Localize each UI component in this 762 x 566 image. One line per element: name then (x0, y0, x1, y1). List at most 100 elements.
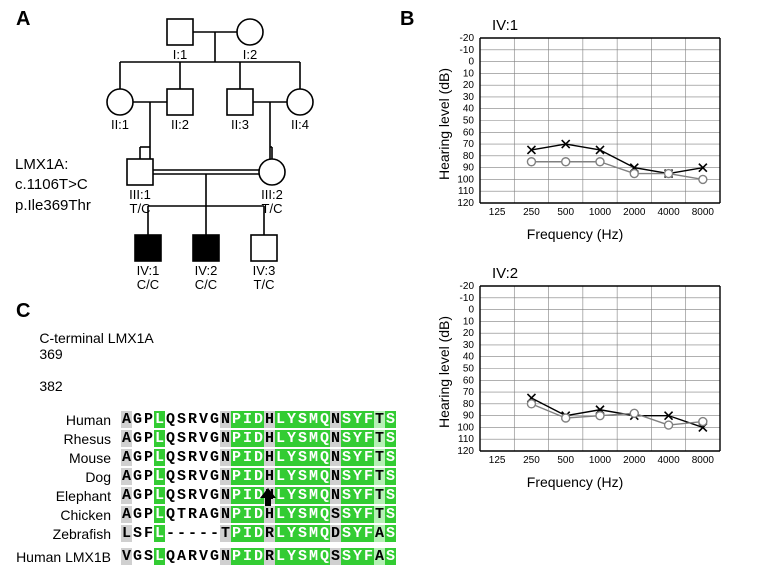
alignment-residue: T (374, 468, 385, 485)
svg-text:500: 500 (557, 207, 574, 218)
alignment-residue: S (385, 430, 396, 447)
alignment-residue: V (198, 411, 209, 428)
alignment-residue: N (330, 487, 341, 504)
alignment-residue: T (176, 506, 187, 523)
alignment-residue: L (154, 548, 165, 565)
svg-text:8000: 8000 (692, 455, 715, 466)
alignment-residue: N (330, 430, 341, 447)
pedigree-genotype: T/C (254, 277, 275, 292)
alignment-residue: N (220, 468, 231, 485)
alignment-row: ElephantAGPLQSRVGNPIDHLYSMQNSYFTS (16, 486, 396, 505)
alignment-residue: Q (319, 411, 330, 428)
alignment-sequence: AGPLQSRVGNPIDHLYSMQNSYFTS (121, 411, 396, 428)
pedigree-genotype: C/C (195, 277, 217, 292)
alignment-residue: G (209, 411, 220, 428)
audiogram-svg: -20-100102030405060708090100110120125250… (452, 34, 726, 225)
alignment-residue: N (220, 548, 231, 565)
pedigree-node-label: IV:3 (253, 263, 276, 278)
alignment-residue: S (176, 468, 187, 485)
alignment-residue: F (363, 487, 374, 504)
pedigree-node-label: II:3 (231, 117, 249, 132)
alignment-residue: R (187, 411, 198, 428)
svg-text:0: 0 (468, 57, 474, 68)
pedigree-node (193, 235, 219, 261)
alignment-residue: R (187, 430, 198, 447)
alignment-residue: G (132, 468, 143, 485)
pedigree-node-label: IV:1 (137, 263, 160, 278)
alignment-residue: P (231, 449, 242, 466)
alignment-residue: N (220, 487, 231, 504)
alignment-residue: M (308, 506, 319, 523)
alignment-residue: P (231, 506, 242, 523)
alignment-species-label: Chicken (16, 507, 121, 523)
alignment-residue: F (363, 430, 374, 447)
pedigree-node (287, 89, 313, 115)
alignment-residue: P (231, 548, 242, 565)
alignment-residue: Q (165, 449, 176, 466)
panel-label-a: A (16, 8, 30, 31)
pedigree-node-label: III:1 (129, 187, 151, 202)
alignment-residue: A (121, 430, 132, 447)
svg-text:120: 120 (457, 446, 474, 457)
svg-text:4000: 4000 (657, 455, 680, 466)
audiogram-iv1: IV:1 Hearing level (dB) Frequency (Hz) -… (420, 20, 730, 240)
svg-text:250: 250 (523, 207, 540, 218)
audiogram-xlabel: Frequency (Hz) (420, 226, 730, 242)
alignment-residue: H (264, 411, 275, 428)
svg-text:70: 70 (463, 139, 475, 150)
alignment-residue: L (275, 487, 286, 504)
alignment-residue: L (154, 430, 165, 447)
alignment-residue: Y (352, 411, 363, 428)
alignment-residue: D (253, 430, 264, 447)
alignment-residue: L (275, 506, 286, 523)
pedigree-node (259, 159, 285, 185)
alignment-residue: A (121, 411, 132, 428)
svg-text:20: 20 (463, 80, 475, 91)
alignment-residue: L (154, 506, 165, 523)
alignment-residue: S (385, 468, 396, 485)
alignment-row: DogAGPLQSRVGNPIDHLYSMQNSYFTS (16, 467, 396, 486)
svg-text:60: 60 (463, 375, 475, 386)
alignment-residue: Q (319, 430, 330, 447)
pedigree-node-label: III:2 (261, 187, 283, 202)
alignment-residue: V (198, 487, 209, 504)
alignment-residue: I (242, 411, 253, 428)
svg-text:100: 100 (457, 174, 474, 185)
alignment-row: ChickenAGPLQTRAGNPIDHLYSMQSSYFTS (16, 505, 396, 524)
svg-text:30: 30 (463, 92, 475, 103)
alignment-species-label: Rhesus (16, 431, 121, 447)
alignment-residue: S (297, 487, 308, 504)
svg-text:50: 50 (463, 364, 475, 375)
alignment-residue: T (374, 411, 385, 428)
alignment-residue: S (176, 411, 187, 428)
alignment-residue: S (385, 548, 396, 565)
alignment-residue: S (297, 411, 308, 428)
alignment-residue: M (308, 449, 319, 466)
alignment-row: HumanAGPLQSRVGNPIDHLYSMQNSYFTS (16, 410, 396, 429)
alignment-residue: D (253, 468, 264, 485)
audiogram-iv2-title: IV:2 (492, 265, 518, 282)
alignment-residue: G (209, 506, 220, 523)
alignment-residue: Y (352, 449, 363, 466)
svg-text:100: 100 (457, 422, 474, 433)
alignment-residue: Q (165, 506, 176, 523)
alignment-residue: Q (165, 548, 176, 565)
pedigree-node (127, 159, 153, 185)
alignment-residue: V (198, 468, 209, 485)
alignment-residue: G (132, 411, 143, 428)
svg-text:20: 20 (463, 328, 475, 339)
alignment-residue: S (176, 449, 187, 466)
alignment-residue: G (132, 449, 143, 466)
alignment-sequence: AGPLQSRVGNPIDHLYSMQNSYFTS (121, 449, 396, 466)
alignment-residue: L (275, 449, 286, 466)
svg-text:125: 125 (489, 455, 506, 466)
pedigree-node (135, 235, 161, 261)
alignment-residue: Y (352, 548, 363, 565)
alignment-residue: G (132, 548, 143, 565)
alignment-pos-start: 369 (39, 346, 62, 362)
alignment-residue: Q (319, 548, 330, 565)
alignment-residue: H (264, 430, 275, 447)
svg-text:250: 250 (523, 455, 540, 466)
panel-label-b: B (400, 8, 414, 31)
svg-text:125: 125 (489, 207, 506, 218)
